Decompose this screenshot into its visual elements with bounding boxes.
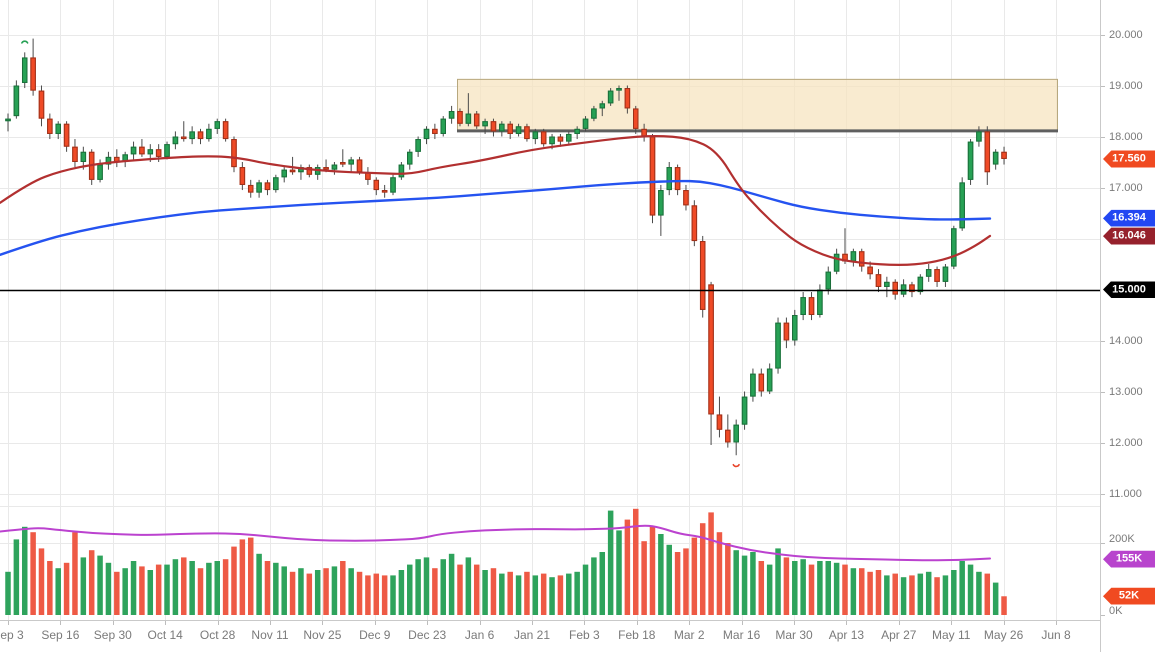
time-axis-label: Sep 16 bbox=[41, 628, 80, 642]
price-axis-label: 12.000 bbox=[1109, 436, 1143, 449]
volume-axis-label: 200K bbox=[1109, 533, 1135, 545]
price-axis[interactable]: 20.000 19.000 18.000 17.000 14.000 13.000 12.0… bbox=[1100, 0, 1155, 620]
time-axis-tick bbox=[951, 621, 952, 625]
time-axis-label: Feb 3 bbox=[569, 628, 600, 642]
time-axis-label: Nov 11 bbox=[251, 628, 289, 642]
price-axis-tick bbox=[1101, 543, 1105, 544]
time-axis-label: Nov 25 bbox=[303, 628, 342, 642]
red-ma-badge: 16.046 bbox=[1103, 227, 1155, 245]
time-axis-tick bbox=[8, 621, 9, 625]
time-axis-tick bbox=[1004, 621, 1005, 625]
price-axis-label: 20.000 bbox=[1109, 28, 1143, 41]
hline-badge: 15.000 bbox=[1103, 281, 1155, 298]
time-axis-tick bbox=[742, 621, 743, 625]
time-axis-label: Mar 30 bbox=[775, 628, 813, 642]
time-axis-tick bbox=[584, 621, 585, 625]
blue-ma-badge: 16.394 bbox=[1103, 209, 1155, 227]
price-axis-tick bbox=[1101, 615, 1105, 616]
price-axis-tick bbox=[1101, 137, 1105, 138]
time-axis-tick bbox=[899, 621, 900, 625]
last-volume-badge: 52K bbox=[1103, 587, 1155, 605]
time-axis-tick bbox=[427, 621, 428, 625]
time-axis-label: Feb 18 bbox=[618, 628, 656, 642]
time-axis-label: Apr 27 bbox=[881, 628, 917, 642]
time-axis-tick bbox=[1056, 621, 1057, 625]
time-axis-tick bbox=[218, 621, 219, 625]
time-axis-tick bbox=[637, 621, 638, 625]
price-axis-tick bbox=[1101, 494, 1105, 495]
volume-ma-badge: 155K bbox=[1103, 550, 1155, 568]
price-axis-label: 14.000 bbox=[1109, 334, 1143, 347]
time-axis-tick bbox=[60, 621, 61, 625]
price-volume-chart-canvas[interactable] bbox=[0, 0, 1100, 620]
time-axis-tick bbox=[322, 621, 323, 625]
price-axis-tick bbox=[1101, 188, 1105, 189]
time-axis-tick bbox=[532, 621, 533, 625]
time-axis-tick bbox=[794, 621, 795, 625]
time-axis-tick bbox=[375, 621, 376, 625]
time-axis-label: Oct 28 bbox=[199, 628, 236, 642]
time-axis-label: Oct 14 bbox=[147, 628, 183, 642]
price-axis-tick bbox=[1101, 86, 1105, 87]
time-axis-tick bbox=[689, 621, 690, 625]
time-axis-tick bbox=[846, 621, 847, 625]
time-axis-tick bbox=[270, 621, 271, 625]
price-axis-label: 18.000 bbox=[1109, 130, 1143, 143]
price-axis-tick bbox=[1101, 443, 1105, 444]
time-axis-label: Jun 8 bbox=[1041, 628, 1071, 642]
time-axis-tick bbox=[480, 621, 481, 625]
time-axis-label: May 26 bbox=[983, 628, 1024, 642]
price-axis-tick bbox=[1101, 392, 1105, 393]
time-axis-label: Sep 30 bbox=[93, 628, 132, 642]
price-axis-label: 11.000 bbox=[1109, 487, 1142, 500]
time-axis-label: Jan 21 bbox=[513, 628, 551, 642]
time-axis-label: Dec 9 bbox=[359, 628, 391, 642]
price-axis-label: 13.000 bbox=[1109, 385, 1143, 398]
price-axis-label: 19.000 bbox=[1109, 79, 1143, 92]
price-axis-label: 17.000 bbox=[1109, 181, 1143, 194]
time-axis-label: Jan 6 bbox=[464, 628, 495, 642]
time-axis-label: Dec 23 bbox=[408, 628, 447, 642]
price-axis-tick bbox=[1101, 341, 1105, 342]
time-axis-tick bbox=[165, 621, 166, 625]
time-axis-label: Mar 2 bbox=[673, 628, 705, 642]
time-axis-label: Mar 16 bbox=[722, 628, 761, 642]
volume-axis-label: 0K bbox=[1109, 605, 1123, 617]
axis-corner bbox=[1100, 620, 1155, 652]
time-axis-label: May 11 bbox=[931, 628, 971, 642]
time-axis-label: Apr 13 bbox=[828, 628, 865, 642]
time-axis-tick bbox=[113, 621, 114, 625]
price-axis-tick bbox=[1101, 35, 1105, 36]
time-axis-label: Sep 3 bbox=[0, 628, 24, 642]
last-price-badge: 17.560 bbox=[1103, 150, 1155, 168]
time-axis[interactable]: Sep 3 Sep 16 Sep 30 Oct 14 Oct 28 Nov 11 Nov 2… bbox=[0, 620, 1155, 652]
